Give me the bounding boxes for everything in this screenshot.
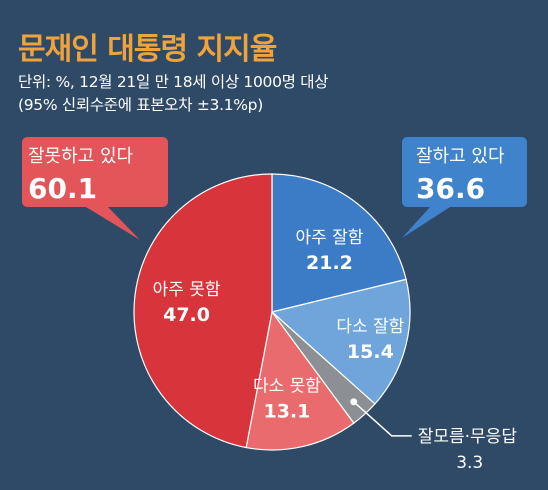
chart-subtitle-margin: (95% 신뢰수준에 표본오차 ±3.1%p): [18, 96, 263, 114]
slice-value-1: 15.4: [347, 341, 394, 363]
slice-value-0: 21.2: [306, 252, 353, 274]
positive-callout-value: 36.6: [416, 172, 485, 205]
chart-subtitle-unit: 단위: %, 12월 21일 만 18세 이상 1000명 대상: [18, 73, 329, 91]
negative-callout-bubble: [22, 137, 168, 240]
chart-title: 문재인 대통령 지지율: [18, 32, 277, 67]
negative-callout-value: 60.1: [28, 172, 97, 205]
pie-slice-1: [270, 278, 411, 405]
slice-value-4: 47.0: [163, 304, 210, 326]
slice-label-2: 잘모름·무응답: [418, 427, 518, 447]
dont-know-leader-dot: [350, 398, 358, 406]
pie-slice-0: [271, 173, 407, 313]
negative-callout: 잘못하고 있다 60.1: [22, 137, 168, 240]
slice-value-2: 3.3: [456, 453, 483, 473]
pie-slice-3: [245, 310, 355, 451]
dont-know-leader-line: [353, 401, 412, 437]
slice-label-0: 아주 잘함: [295, 228, 363, 248]
positive-callout: 잘하고 있다 36.6: [402, 137, 527, 238]
slice-label-1: 다소 잘함: [336, 317, 404, 337]
slice-label-3: 다소 못함: [253, 376, 321, 396]
pie-slice-4: [133, 173, 273, 449]
negative-callout-label: 잘못하고 있다: [28, 146, 134, 167]
pie-slices: [133, 173, 411, 451]
slice-labels: 아주 잘함 21.2 다소 잘함 15.4 잘모름·무응답 3.3 다소 못함 13.1 아주 …: [153, 228, 518, 473]
positive-callout-bubble: [402, 137, 527, 238]
positive-callout-label: 잘하고 있다: [416, 146, 505, 167]
slice-label-4: 아주 못함: [153, 280, 221, 300]
slice-value-3: 13.1: [263, 400, 310, 422]
